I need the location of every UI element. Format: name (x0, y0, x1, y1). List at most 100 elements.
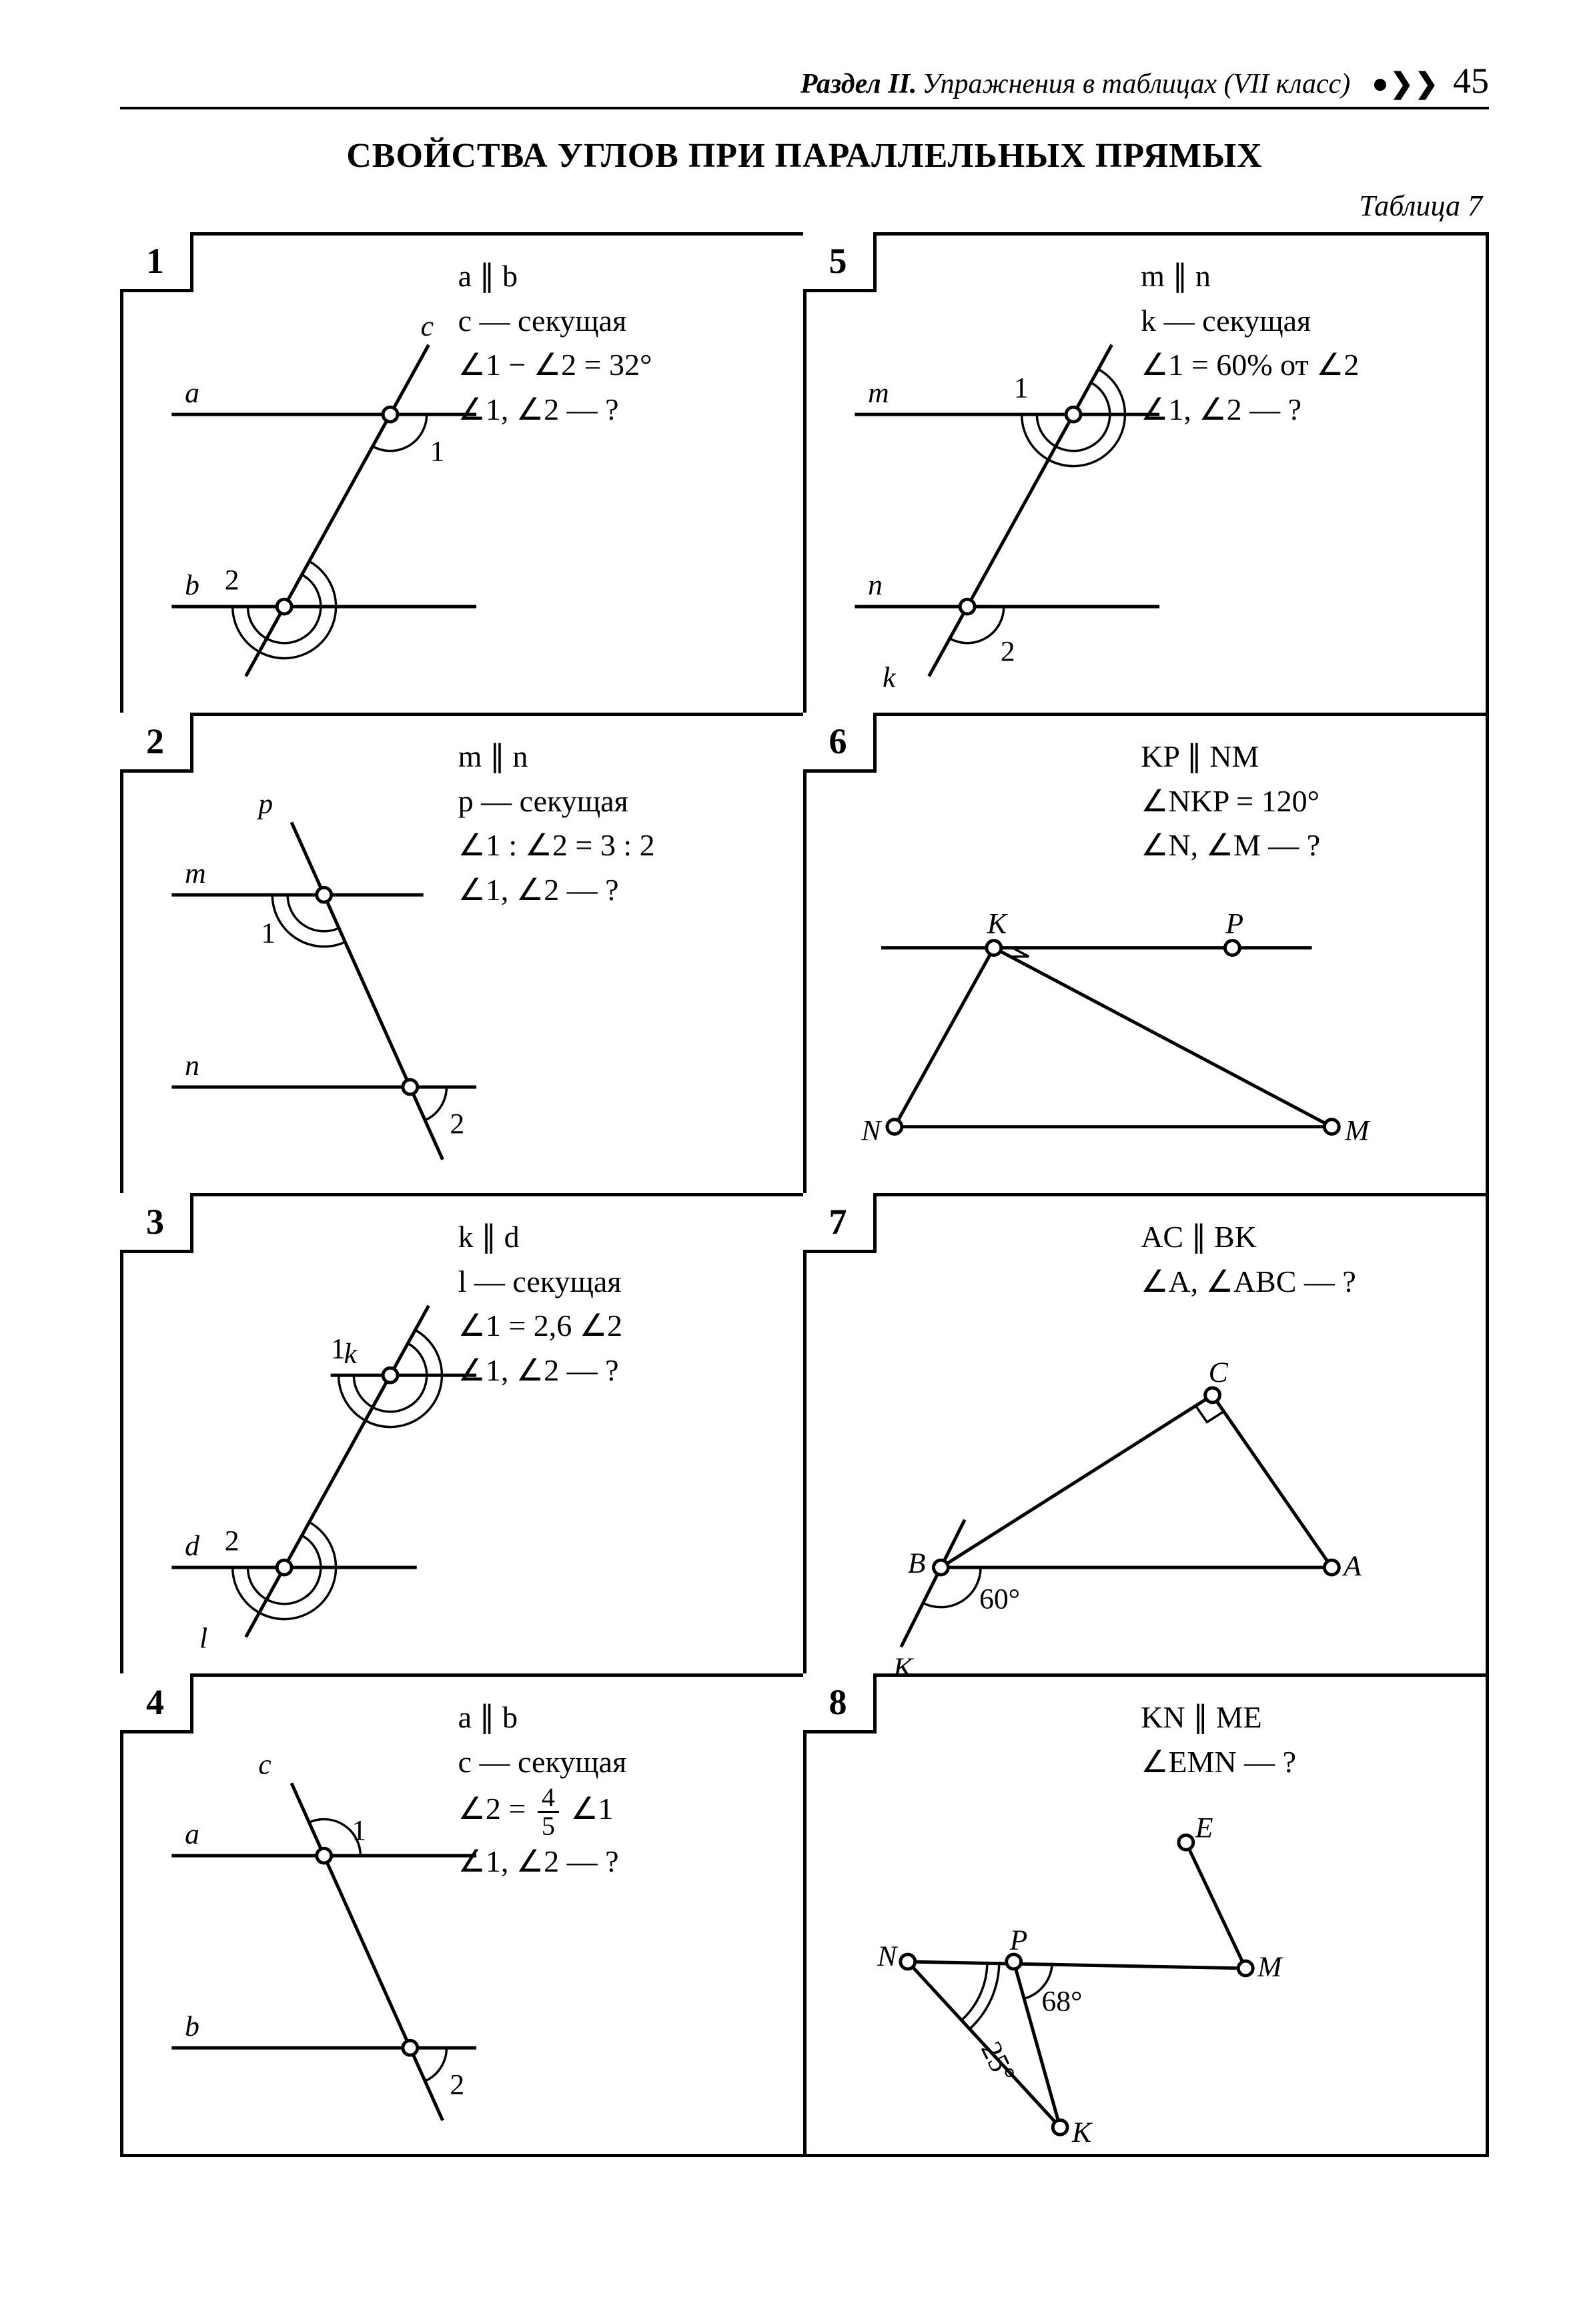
svg-text:P: P (1009, 1924, 1027, 1956)
statement-line: ∠1 = 60% от ∠2 (1141, 343, 1467, 388)
running-head: Раздел II. Упражнения в таблицах (VII кл… (120, 60, 1489, 109)
statement-line: ∠1, ∠2 — ? (458, 1348, 784, 1393)
statement-line: c — секущая (458, 1740, 784, 1785)
problem-number: 7 (803, 1193, 877, 1253)
statement-line: KP ∥ NM (1141, 735, 1467, 779)
problem-cell: 1 a ∥ bc — секущая∠1 − ∠2 = 32°∠1, ∠2 — ?… (123, 236, 803, 713)
statement-line: k — секущая (1141, 299, 1467, 344)
svg-text:1: 1 (331, 1332, 346, 1365)
statement-line: m ∥ n (458, 735, 784, 779)
svg-text:K: K (986, 908, 1008, 940)
svg-text:N: N (861, 1115, 883, 1147)
statement-line: ∠A, ∠ABC — ? (1141, 1260, 1467, 1304)
svg-text:n: n (868, 569, 883, 601)
problem-number: 8 (803, 1673, 877, 1733)
svg-text:E: E (1194, 1812, 1213, 1844)
problem-statement: AC ∥ BK∠A, ∠ABC — ? (1141, 1215, 1467, 1304)
problem-number: 5 (803, 232, 877, 292)
problem-cell: 2 m ∥ np — секущая∠1 : ∠2 = 3 : 2∠1, ∠2 —… (123, 716, 803, 1193)
svg-text:b: b (185, 569, 199, 601)
page-number: 45 (1453, 60, 1489, 101)
head-ornament: ●❯❯ (1372, 67, 1440, 100)
svg-text:m: m (868, 377, 889, 409)
svg-text:b: b (185, 2010, 199, 2042)
statement-line: AC ∥ BK (1141, 1215, 1467, 1260)
problem-cell: 6KP ∥ NM∠NKP = 120°∠N, ∠M — ? KP NM (807, 716, 1486, 1193)
svg-text:l: l (199, 1622, 207, 1654)
svg-text:K: K (892, 1652, 914, 1673)
svg-text:P: P (1225, 908, 1243, 940)
svg-text:60°: 60° (979, 1583, 1020, 1615)
problem-statement: a ∥ bc — секущая∠2 = 45 ∠1∠1, ∠2 — ? (458, 1695, 784, 1884)
problem-statement: k ∥ dl — секущая∠1 = 2,6 ∠2∠1, ∠2 — ? (458, 1215, 784, 1393)
problem-cell: 7AC ∥ BK∠A, ∠ABC — ? BA CK 60° (807, 1196, 1486, 1673)
problem-cell: 4a ∥ bc — секущая∠2 = 45 ∠1∠1, ∠2 — ? 12… (123, 1677, 803, 2154)
svg-text:c: c (258, 1748, 271, 1780)
section-subtitle: Упражнения в таблицах (VII класс) (922, 68, 1350, 100)
statement-line: ∠1, ∠2 — ? (458, 868, 784, 913)
svg-text:B: B (907, 1547, 925, 1579)
svg-text:N: N (877, 1940, 899, 1972)
svg-text:68°: 68° (1041, 1986, 1082, 2018)
statement-line: ∠1, ∠2 — ? (1141, 388, 1467, 432)
statement-line: ∠2 = 45 ∠1 (458, 1784, 784, 1840)
statement-line: a ∥ b (458, 1695, 784, 1740)
problem-number: 2 (120, 713, 193, 773)
statement-line: l — секущая (458, 1260, 784, 1304)
svg-text:K: K (1071, 2116, 1093, 2149)
svg-text:2: 2 (450, 2069, 464, 2101)
statement-line: ∠NKP = 120° (1141, 779, 1467, 824)
problem-cell: 8KN ∥ ME∠EMN — ? NP ME K 68° 25° (807, 1677, 1486, 2154)
statement-line: ∠N, ∠M — ? (1141, 823, 1467, 868)
svg-text:m: m (185, 857, 206, 889)
svg-text:2: 2 (1000, 636, 1015, 668)
svg-text:C: C (1208, 1357, 1228, 1389)
statement-line: ∠EMN — ? (1141, 1740, 1467, 1785)
problem-statement: KN ∥ ME∠EMN — ? (1141, 1695, 1467, 1784)
svg-text:2: 2 (225, 564, 239, 596)
statement-line: ∠1 − ∠2 = 32° (458, 343, 784, 388)
problem-number: 1 (120, 232, 193, 292)
svg-text:1: 1 (352, 1814, 366, 1846)
problem-number: 6 (803, 713, 877, 773)
statement-line: p — секущая (458, 779, 784, 824)
section-label: Раздел II. (801, 68, 917, 100)
svg-text:a: a (185, 377, 199, 409)
statement-line: KN ∥ ME (1141, 1695, 1467, 1740)
svg-text:d: d (185, 1530, 199, 1562)
svg-text:a: a (185, 1818, 199, 1850)
svg-text:k: k (344, 1338, 358, 1370)
svg-text:c: c (421, 310, 434, 342)
problem-cell: 3 k ∥ dl — секущая∠1 = 2,6 ∠2∠1, ∠2 — ? 1… (123, 1196, 803, 1673)
svg-text:k: k (883, 661, 897, 693)
svg-text:1: 1 (1013, 372, 1028, 404)
problem-grid: 1a ∥ bc — секущая∠1 − ∠2 = 32°∠1, ∠2 — ?… (120, 232, 1489, 2157)
svg-text:1: 1 (261, 917, 276, 949)
svg-text:2: 2 (450, 1108, 464, 1140)
svg-text:M: M (1344, 1115, 1371, 1147)
statement-line: ∠1, ∠2 — ? (458, 388, 784, 432)
svg-text:n: n (185, 1050, 199, 1082)
table-label: Таблица 7 (120, 189, 1482, 223)
svg-text:A: A (1342, 1550, 1362, 1582)
problem-statement: a ∥ bc — секущая∠1 − ∠2 = 32°∠1, ∠2 — ? (458, 254, 784, 432)
svg-text:1: 1 (430, 436, 445, 468)
problem-number: 4 (120, 1673, 193, 1733)
statement-line: k ∥ d (458, 1215, 784, 1260)
problem-statement: KP ∥ NM∠NKP = 120°∠N, ∠M — ? (1141, 735, 1467, 868)
problem-statement: m ∥ np — секущая∠1 : ∠2 = 3 : 2∠1, ∠2 — … (458, 735, 784, 913)
statement-line: ∠1 = 2,6 ∠2 (458, 1304, 784, 1348)
problem-statement: m ∥ nk — секущая∠1 = 60% от ∠2∠1, ∠2 — ? (1141, 254, 1467, 432)
page: Раздел II. Упражнения в таблицах (VII кл… (0, 0, 1569, 2324)
svg-text:M: M (1257, 1951, 1283, 1983)
page-title: СВОЙСТВА УГЛОВ ПРИ ПАРАЛЛЕЛЬНЫХ ПРЯМЫХ (120, 136, 1489, 175)
svg-text:p: p (256, 787, 273, 819)
statement-line: a ∥ b (458, 254, 784, 299)
problem-number: 3 (120, 1193, 193, 1253)
statement-line: ∠1, ∠2 — ? (458, 1840, 784, 1884)
svg-text:2: 2 (225, 1525, 239, 1557)
statement-line: c — секущая (458, 299, 784, 344)
statement-line: m ∥ n (1141, 254, 1467, 299)
statement-line: ∠1 : ∠2 = 3 : 2 (458, 823, 784, 868)
problem-cell: 5m ∥ nk — секущая∠1 = 60% от ∠2∠1, ∠2 — … (807, 236, 1486, 713)
